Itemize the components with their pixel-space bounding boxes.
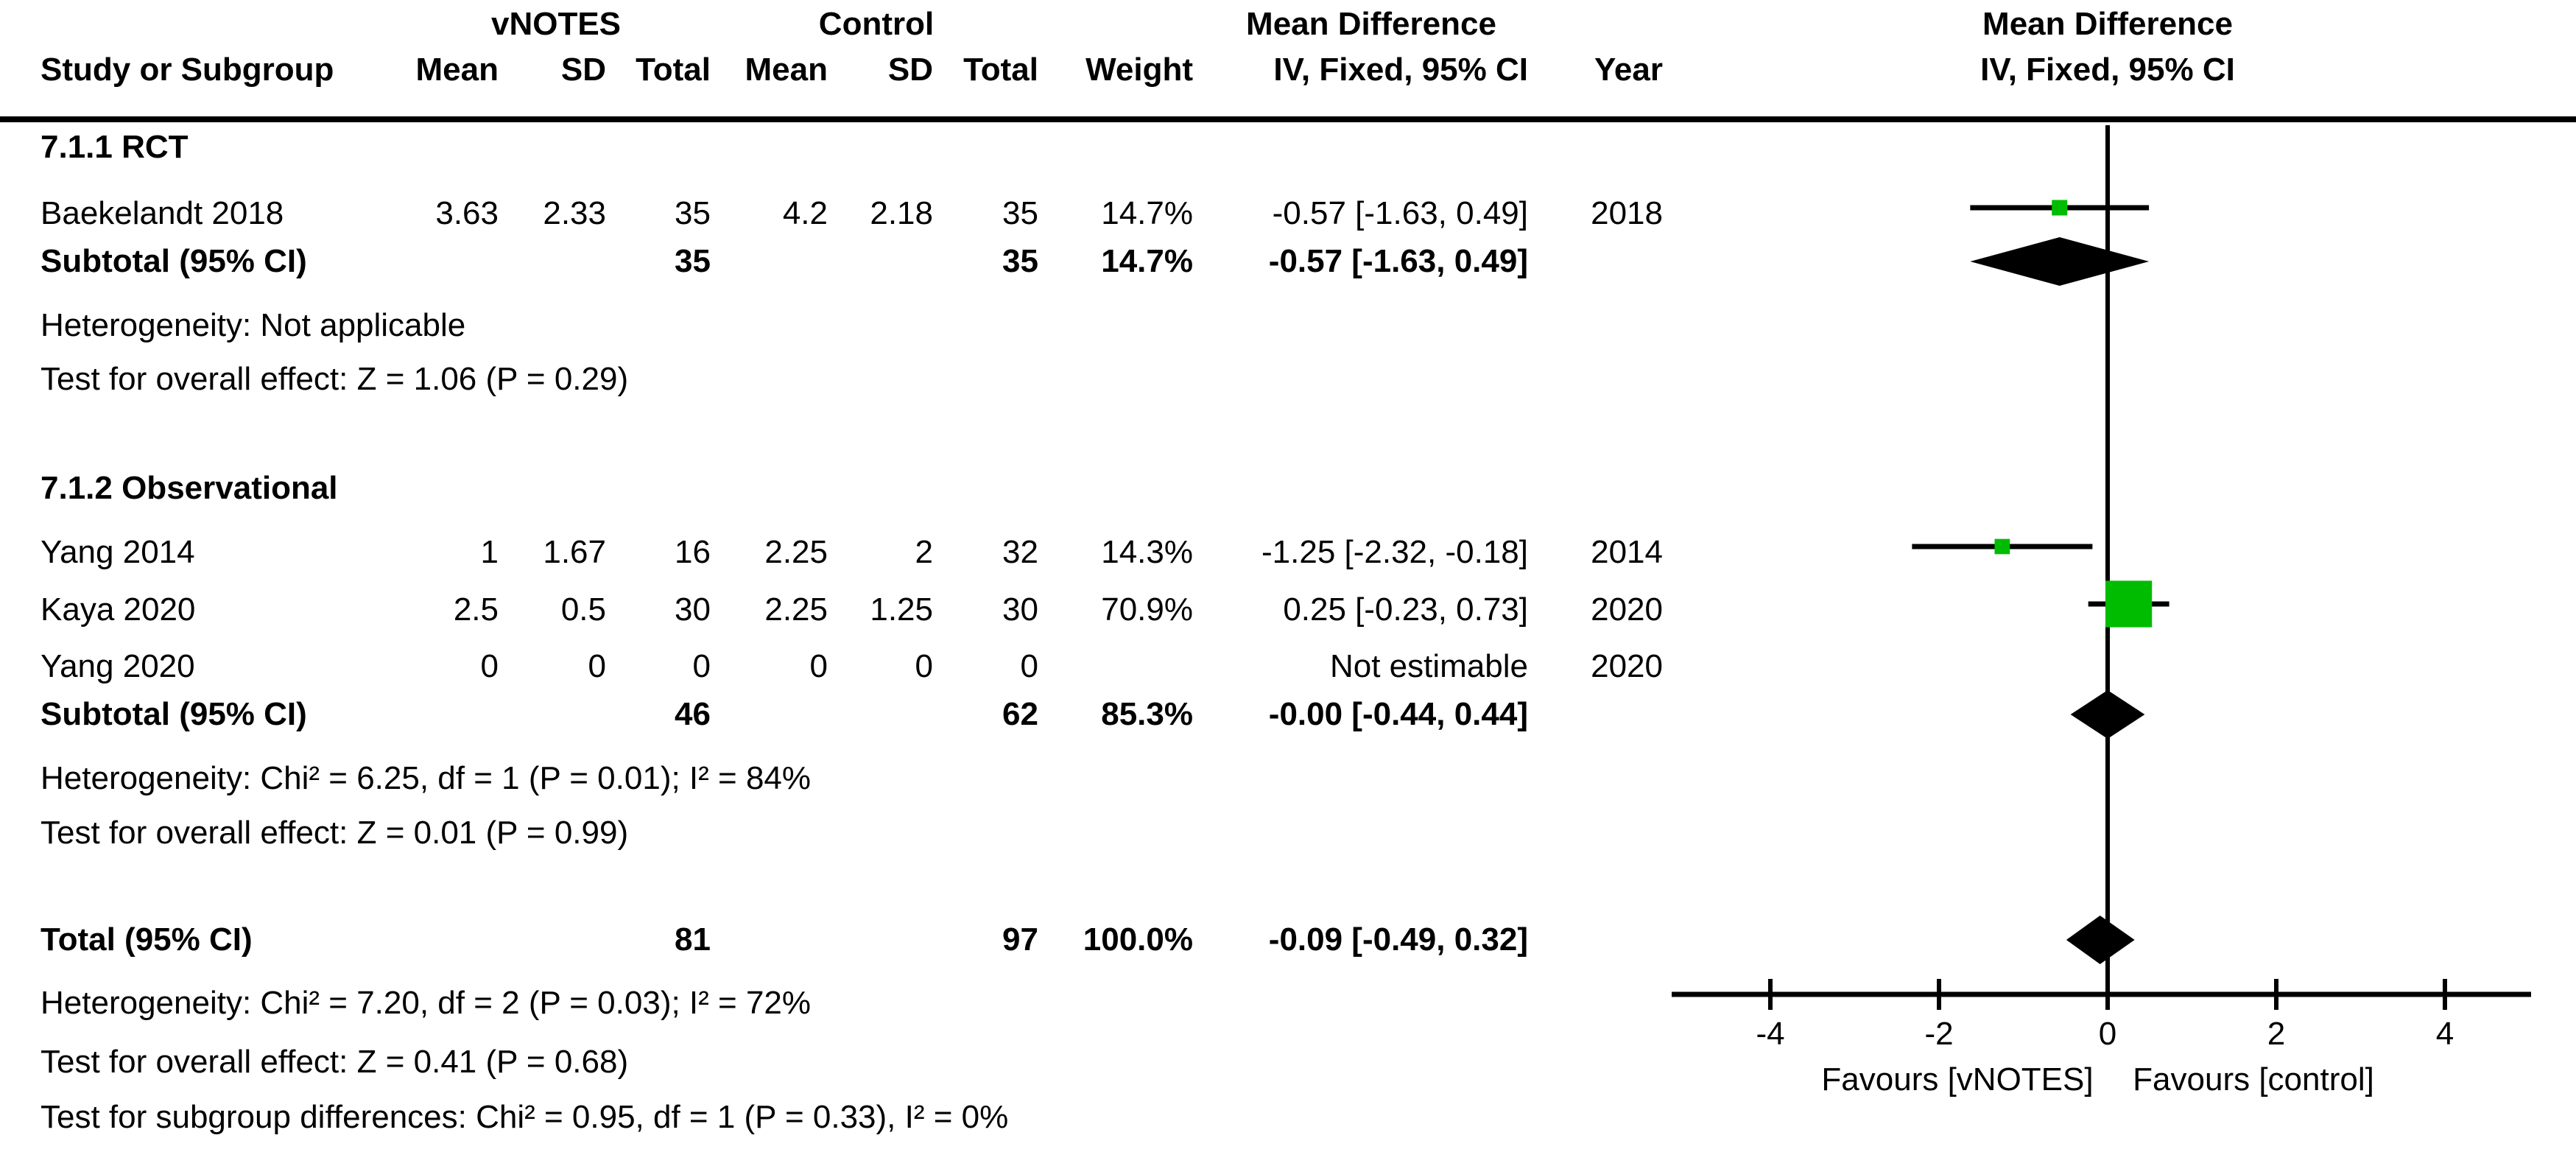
footnote-row: Test for overall effect: Z = 0.41 (P = 0… [0, 1040, 2576, 1084]
footnote-text: Heterogeneity: Chi² = 7.20, df = 2 (P = … [41, 985, 812, 1021]
footnote-row: Heterogeneity: Not applicable [0, 303, 2576, 348]
study-total2: 35 [1002, 195, 1038, 231]
footnote-text: Test for overall effect: Z = 1.06 (P = 0… [41, 361, 629, 397]
study-total2: 0 [1020, 648, 1038, 684]
summary-weight: 85.3% [1101, 696, 1193, 732]
summary-effect: -0.09 [-0.49, 0.32] [1268, 921, 1528, 958]
study-total1: 0 [692, 648, 711, 684]
study-total2: 30 [1002, 591, 1038, 628]
study-weight: 70.9% [1101, 591, 1193, 628]
study-row: Yang 2020 0 0 0 0 0 0 Not estimable 2020 [0, 645, 2576, 689]
summary-effect: -0.00 [-0.44, 0.44] [1268, 696, 1528, 732]
study-mean1: 1 [480, 534, 499, 570]
header-group-control: Control [818, 6, 935, 42]
study-year: 2020 [1591, 591, 1663, 628]
study-effect: 0.25 [-0.23, 0.73] [1283, 591, 1528, 628]
study-year: 2020 [1591, 648, 1663, 684]
study-weight: 14.3% [1101, 534, 1193, 570]
study-sd1: 1.67 [543, 534, 606, 570]
study-sd2: 2.18 [870, 195, 933, 231]
summary-total-vnotes: 46 [675, 696, 711, 732]
study-total2: 32 [1002, 534, 1038, 570]
study-sd2: 0 [915, 648, 933, 684]
study-name: Yang 2014 [41, 534, 195, 570]
footnote-row: Test for overall effect: Z = 1.06 (P = 0… [0, 357, 2576, 401]
col-header-year: Year [1594, 52, 1663, 88]
subgroup-label-row: 7.1.2 Observational [0, 466, 2576, 510]
footnote-text: Test for subgroup differences: Chi² = 0.… [41, 1099, 1009, 1135]
summary-label: Subtotal (95% CI) [41, 243, 307, 279]
header-rule [0, 116, 2576, 122]
study-sd1: 2.33 [543, 195, 606, 231]
col-header-total-vnotes: Total [636, 52, 711, 88]
footnote-text: Test for overall effect: Z = 0.41 (P = 0… [41, 1044, 629, 1080]
footnote-text: Test for overall effect: Z = 0.01 (P = 0… [41, 815, 629, 851]
plot-subtitle: IV, Fixed, 95% CI [1980, 52, 2235, 88]
total-row: Total (95% CI) 81 97 100.0% -0.09 [-0.49, 0.… [0, 918, 2576, 962]
summary-weight: 14.7% [1101, 243, 1193, 279]
study-name: Yang 2020 [41, 648, 195, 684]
summary-total-vnotes: 81 [675, 921, 711, 958]
study-effect: -0.57 [-1.63, 0.49] [1272, 195, 1528, 231]
header-effect-title: Mean Difference [1246, 6, 1496, 42]
study-row: Kaya 2020 2.5 0.5 30 2.25 1.25 30 70.9% 0.25 [-0… [0, 588, 2576, 632]
summary-total-control: 97 [1002, 921, 1038, 958]
study-mean2: 4.2 [782, 195, 828, 231]
footnote-row: Heterogeneity: Chi² = 6.25, df = 1 (P = … [0, 756, 2576, 801]
study-mean2: 2.25 [764, 591, 828, 628]
study-weight: 14.7% [1101, 195, 1193, 231]
study-name: Baekelandt 2018 [41, 195, 284, 231]
study-mean1: 2.5 [453, 591, 499, 628]
study-mean1: 3.63 [435, 195, 499, 231]
summary-total-control: 62 [1002, 696, 1038, 732]
study-row: Baekelandt 2018 3.63 2.33 35 4.2 2.18 35 14.7% -… [0, 192, 2576, 236]
subgroup-label: 7.1.2 Observational [41, 470, 338, 506]
subtotal-row: Subtotal (95% CI) 46 62 85.3% -0.00 [-0.44, … [0, 692, 2576, 737]
study-total1: 16 [675, 534, 711, 570]
study-sd2: 1.25 [870, 591, 933, 628]
summary-effect: -0.57 [-1.63, 0.49] [1268, 243, 1528, 279]
col-header-study: Study or Subgroup [41, 52, 334, 88]
study-mean1: 0 [480, 648, 499, 684]
study-total1: 30 [675, 591, 711, 628]
study-year: 2018 [1591, 195, 1663, 231]
col-header-total-control: Total [963, 52, 1038, 88]
summary-total-control: 35 [1002, 243, 1038, 279]
footnote-text: Heterogeneity: Chi² = 6.25, df = 1 (P = … [41, 760, 812, 796]
subgroup-label-row: 7.1.1 RCT [0, 125, 2576, 169]
summary-label: Total (95% CI) [41, 921, 253, 958]
footnote-row: Test for subgroup differences: Chi² = 0.… [0, 1095, 2576, 1139]
study-row: Yang 2014 1 1.67 16 2.25 2 32 14.3% -1.25 [-2.32… [0, 530, 2576, 575]
study-effect: Not estimable [1329, 648, 1528, 684]
study-sd2: 2 [915, 534, 933, 570]
col-header-effect: IV, Fixed, 95% CI [1273, 52, 1528, 88]
study-total1: 35 [675, 195, 711, 231]
footnote-text: Heterogeneity: Not applicable [41, 307, 466, 343]
col-header-sd-control: SD [887, 52, 933, 88]
study-sd1: 0.5 [560, 591, 606, 628]
footnote-row: Test for overall effect: Z = 0.01 (P = 0… [0, 811, 2576, 855]
study-name: Kaya 2020 [41, 591, 196, 628]
study-mean2: 0 [809, 648, 828, 684]
plot-title: Mean Difference [1982, 6, 2233, 42]
study-year: 2014 [1591, 534, 1663, 570]
col-header-weight: Weight [1085, 52, 1193, 88]
summary-weight: 100.0% [1083, 921, 1193, 958]
summary-total-vnotes: 35 [675, 243, 711, 279]
subgroup-label: 7.1.1 RCT [41, 129, 189, 165]
study-mean2: 2.25 [764, 534, 828, 570]
summary-label: Subtotal (95% CI) [41, 696, 307, 732]
col-header-sd-vnotes: SD [560, 52, 606, 88]
col-header-mean-control: Mean [745, 52, 828, 88]
footnote-row: Heterogeneity: Chi² = 7.20, df = 2 (P = … [0, 981, 2576, 1025]
subtotal-row: Subtotal (95% CI) 35 35 14.7% -0.57 [-1.63, … [0, 239, 2576, 284]
study-effect: -1.25 [-2.32, -0.18] [1261, 534, 1528, 570]
header-group-vnotes: vNOTES [490, 6, 622, 42]
col-header-mean-vnotes: Mean [415, 52, 499, 88]
study-sd1: 0 [588, 648, 606, 684]
